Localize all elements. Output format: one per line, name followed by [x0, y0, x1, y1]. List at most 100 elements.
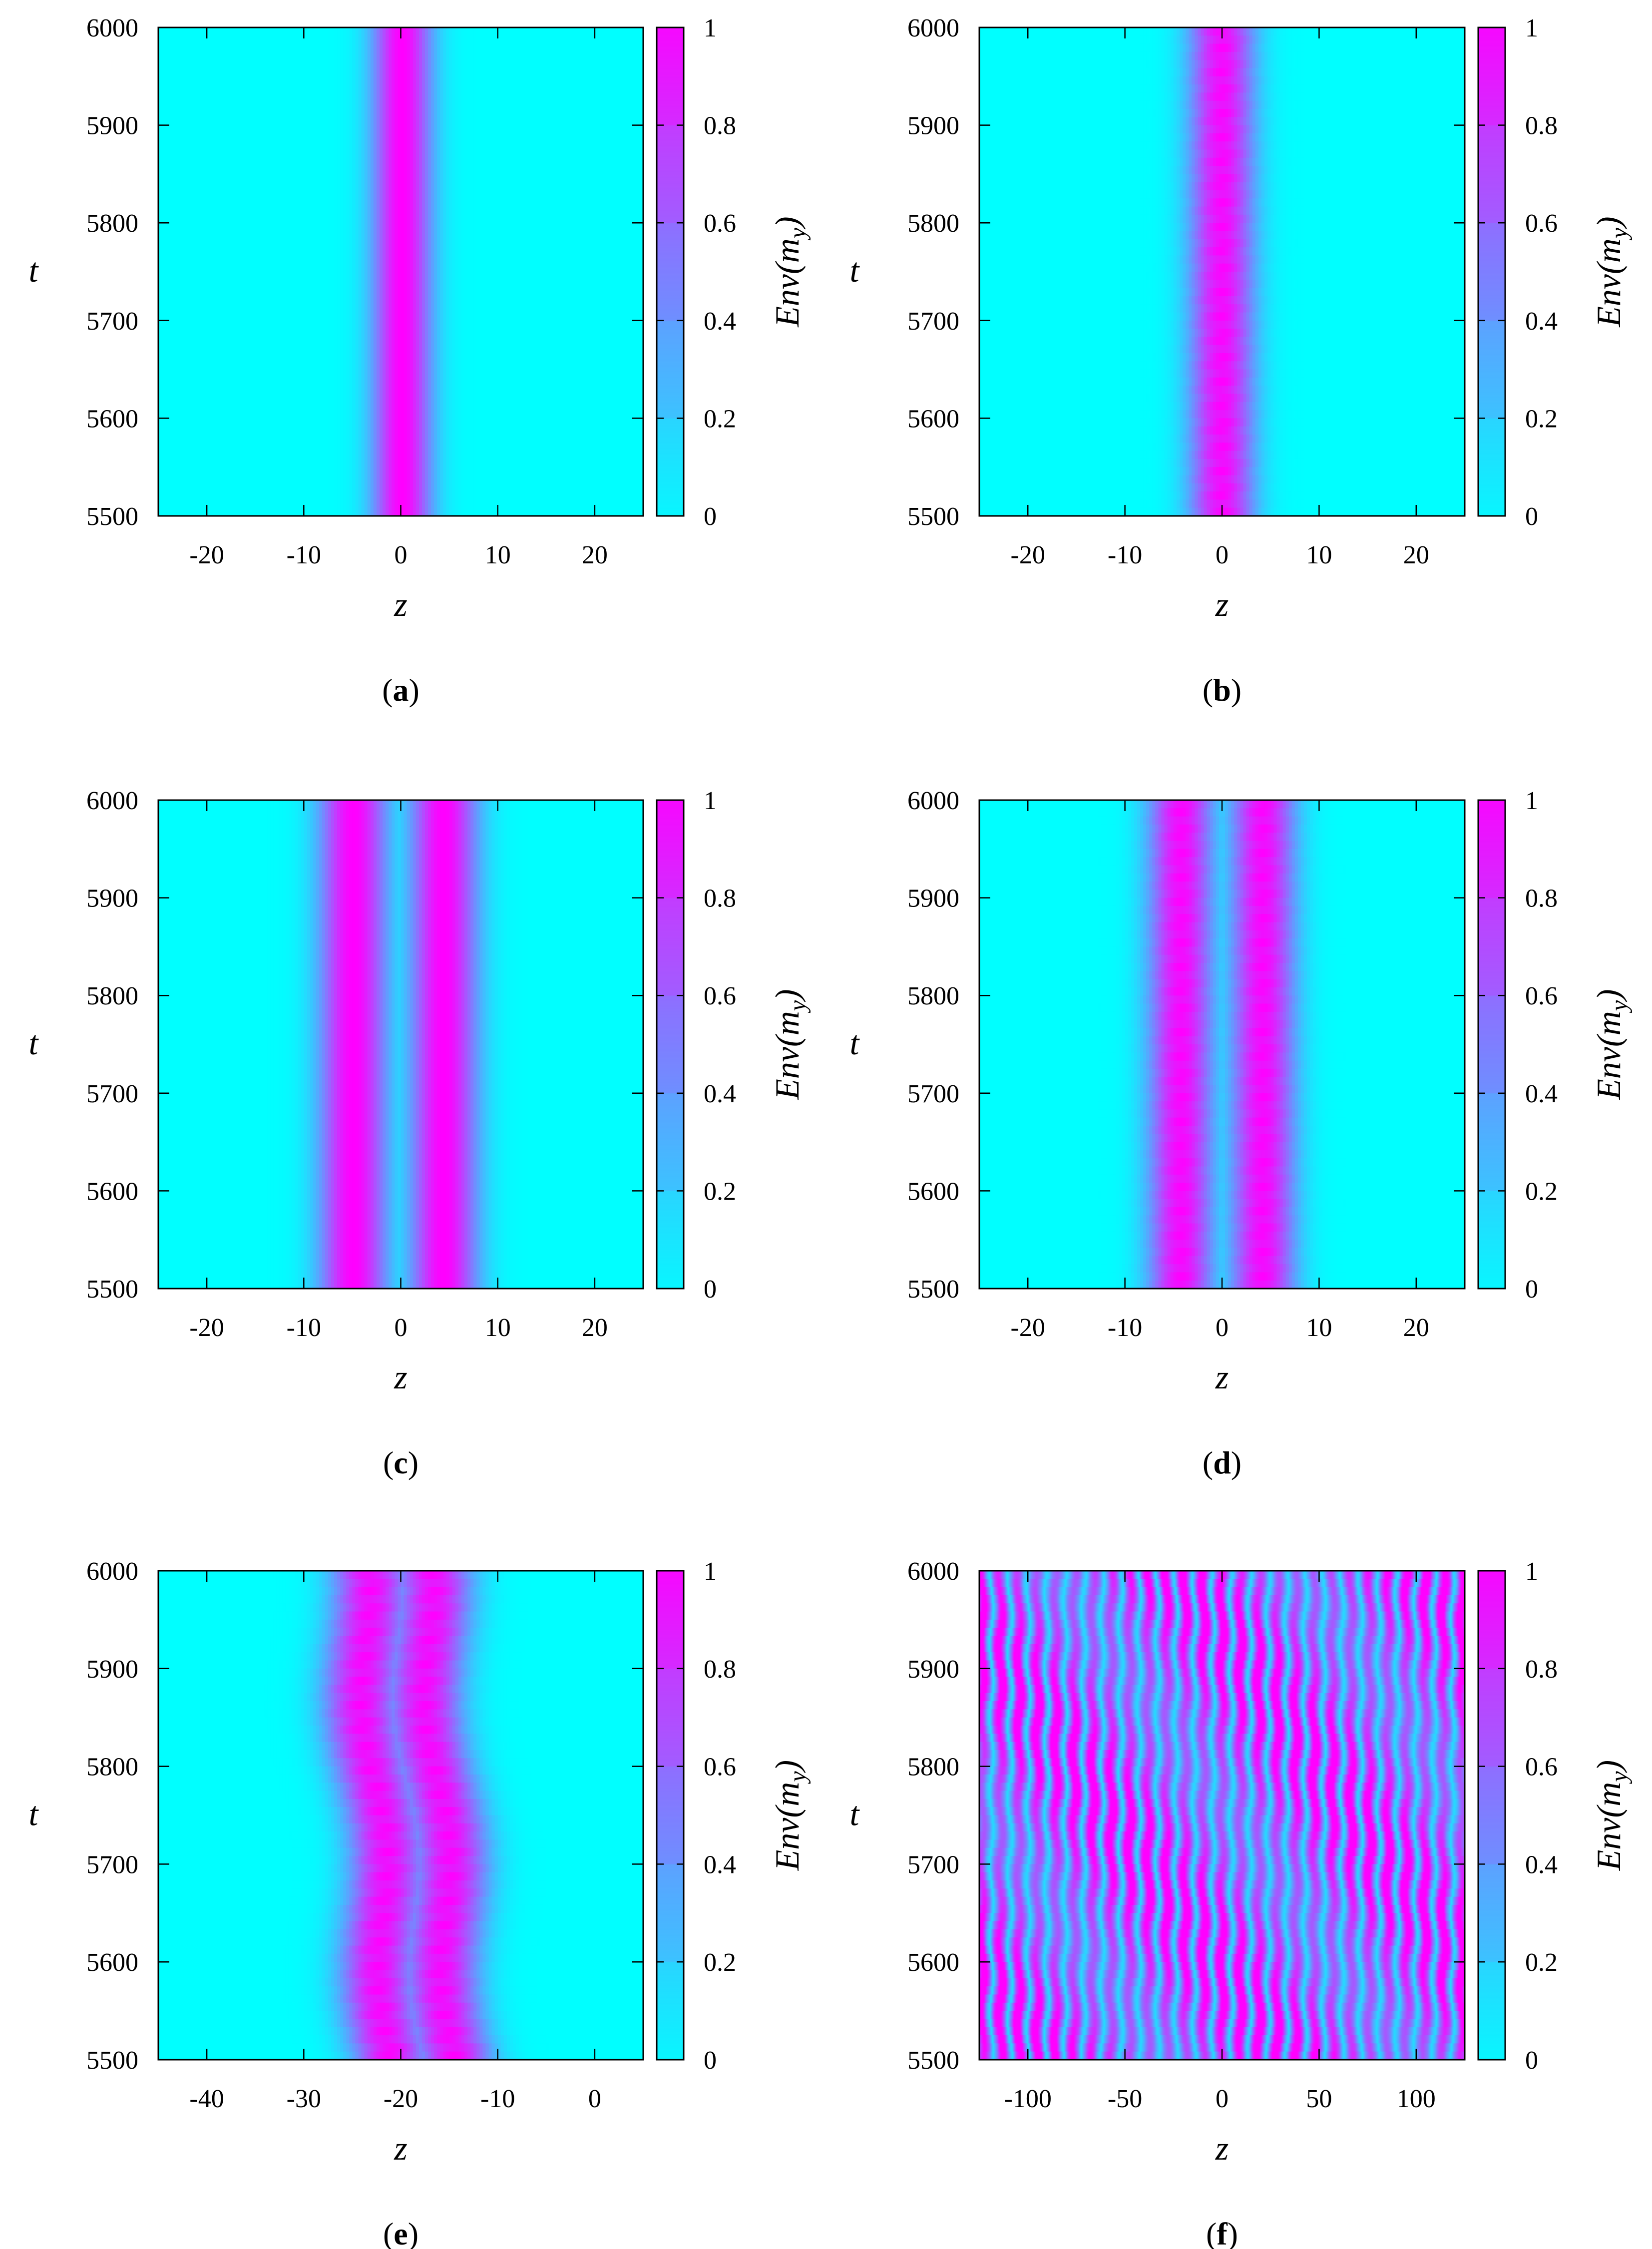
colorbar-step: [657, 418, 684, 516]
heatmap-cell: [1055, 60, 1059, 68]
heatmap-cell: [1440, 207, 1444, 215]
heatmap-cell: [988, 109, 992, 117]
heatmap-cell: [1186, 231, 1189, 240]
heatmap-cell: [1443, 44, 1447, 52]
heatmap-cell: [1304, 190, 1307, 199]
heatmap-cell: [1113, 125, 1116, 134]
heatmap-cell: [1022, 239, 1025, 248]
heatmap-cell: [1431, 158, 1435, 166]
heatmap-cell: [443, 27, 446, 516]
heatmap-cell: [1383, 255, 1386, 264]
heatmap-cell: [1162, 231, 1165, 240]
heatmap-cell: [1016, 109, 1019, 117]
heatmap-cell: [1004, 239, 1007, 248]
heatmap-cell: [1137, 239, 1141, 248]
heatmap-cell: [1459, 35, 1462, 44]
heatmap-cell: [1389, 44, 1392, 52]
heatmap-cell: [1158, 150, 1162, 158]
heatmap-cell: [1273, 174, 1277, 182]
heatmap-cell: [1013, 190, 1016, 199]
heatmap-cell: [1377, 141, 1380, 150]
heatmap-cell: [1031, 141, 1034, 150]
heatmap-cell: [1459, 207, 1462, 215]
heatmap-cell: [1377, 76, 1380, 85]
heatmap-cell: [1210, 223, 1214, 231]
heatmap-cell: [1301, 76, 1304, 85]
heatmap-cell: [1434, 215, 1438, 223]
heatmap-cell: [328, 27, 332, 516]
heatmap-cell: [1365, 92, 1368, 101]
heatmap-cell: [1092, 190, 1095, 199]
heatmap-cell: [1447, 223, 1450, 231]
heatmap-cell: [1076, 190, 1080, 199]
heatmap-cell: [1025, 125, 1028, 134]
heatmap-cell: [1146, 264, 1150, 272]
heatmap-cell: [1037, 117, 1040, 125]
heatmap-cell: [1331, 101, 1335, 109]
heatmap-cell: [1228, 150, 1232, 158]
heatmap-cell: [1037, 182, 1040, 191]
heatmap-cell: [1267, 247, 1271, 256]
heatmap-cell: [1301, 247, 1304, 256]
heatmap-cell: [1001, 84, 1004, 93]
heatmap-cell: [1325, 207, 1329, 215]
heatmap-cell: [1447, 35, 1450, 44]
heatmap-cell: [1358, 117, 1362, 125]
heatmap-cell: [1213, 44, 1217, 52]
heatmap-cell: [1310, 247, 1313, 256]
heatmap-cell: [1319, 198, 1322, 207]
heatmap-cell: [528, 27, 531, 516]
heatmap-cell: [1261, 68, 1265, 77]
heatmap-cell: [1273, 182, 1277, 191]
heatmap-cell: [1110, 101, 1113, 109]
heatmap-cell: [1407, 150, 1411, 158]
heatmap-cell: [1177, 190, 1180, 199]
heatmap-cell: [1043, 60, 1047, 68]
heatmap-cell: [1177, 158, 1180, 166]
heatmap-cell: [1331, 190, 1335, 199]
heatmap-cell: [1273, 255, 1277, 264]
heatmap-cell: [1174, 76, 1177, 85]
heatmap-cell: [1095, 207, 1098, 215]
heatmap-cell: [1316, 215, 1319, 223]
heatmap-cell: [1155, 92, 1159, 101]
heatmap-cell: [1295, 255, 1298, 264]
heatmap-cell: [1180, 68, 1183, 77]
heatmap-cell: [1313, 68, 1316, 77]
heatmap-cell: [1289, 44, 1292, 52]
heatmap-cell: [1270, 264, 1274, 272]
heatmap-cell: [1301, 150, 1304, 158]
heatmap-cell: [1013, 223, 1016, 231]
heatmap-cell: [1189, 117, 1192, 125]
heatmap-cell: [1322, 150, 1325, 158]
heatmap-cell: [1119, 198, 1122, 207]
heatmap-cell: [225, 27, 229, 516]
heatmap-cell: [1267, 158, 1271, 166]
heatmap-cell: [1210, 255, 1214, 264]
heatmap-cell: [1459, 239, 1462, 248]
heatmap-cell: [1264, 198, 1268, 207]
heatmap-cell: [1104, 117, 1107, 125]
heatmap-cell: [1131, 166, 1135, 174]
heatmap-cell: [1198, 198, 1201, 207]
heatmap-cell: [982, 27, 986, 36]
heatmap-cell: [1137, 35, 1141, 44]
heatmap-cell: [1334, 125, 1338, 134]
heatmap-cell: [1328, 133, 1332, 142]
heatmap-cell: [1389, 198, 1392, 207]
heatmap-cell: [1383, 44, 1386, 52]
heatmap-cell: [1183, 150, 1186, 158]
heatmap-cell: [982, 174, 986, 182]
heatmap-cell: [1019, 76, 1022, 85]
heatmap-cell: [1404, 109, 1408, 117]
heatmap-cell: [1361, 231, 1365, 240]
heatmap-cell: [1228, 190, 1232, 199]
heatmap-cell: [1168, 60, 1171, 68]
heatmap-cell: [1273, 44, 1277, 52]
heatmap-cell: [1140, 150, 1144, 158]
heatmap-cell: [1334, 223, 1338, 231]
heatmap-cell: [1092, 76, 1095, 85]
heatmap-cell: [628, 27, 632, 516]
heatmap-cell: [1346, 174, 1350, 182]
heatmap-cell: [1222, 255, 1226, 264]
